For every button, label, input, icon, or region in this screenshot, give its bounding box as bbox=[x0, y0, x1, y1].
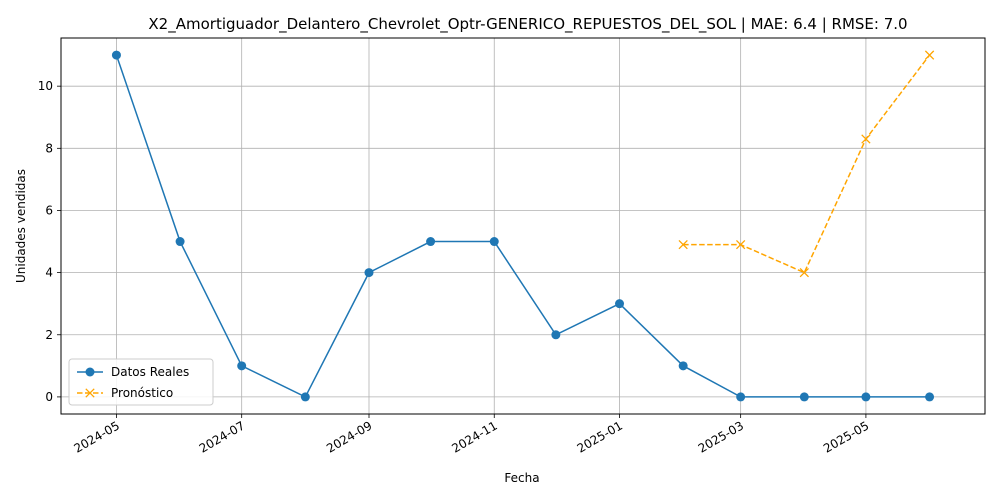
legend: Datos Reales Pronóstico bbox=[68, 358, 214, 406]
data-point bbox=[735, 239, 746, 250]
data-point bbox=[364, 268, 374, 278]
y-axis-title: Unidades vendidas bbox=[14, 169, 28, 283]
marker-stroke bbox=[799, 267, 809, 278]
data-point bbox=[551, 330, 561, 340]
data-point bbox=[175, 237, 185, 247]
legend-marker bbox=[85, 367, 95, 377]
grid bbox=[61, 38, 985, 414]
y-tick-label: 4 bbox=[45, 266, 53, 280]
plot-frame bbox=[60, 37, 986, 415]
series-pron-stico bbox=[678, 50, 935, 278]
data-point bbox=[426, 237, 436, 247]
legend-entry: Datos Reales bbox=[77, 365, 189, 379]
x-axis-title: Fecha bbox=[504, 471, 539, 485]
marker-stroke bbox=[861, 134, 871, 144]
data-point bbox=[799, 267, 809, 278]
data-point bbox=[861, 134, 871, 144]
marker-stroke bbox=[924, 50, 935, 60]
marker-stroke bbox=[735, 239, 746, 250]
y-tick-label: 10 bbox=[38, 79, 53, 93]
legend-label: Pronóstico bbox=[111, 386, 173, 400]
y-tick-label: 2 bbox=[45, 328, 53, 342]
marker-stroke bbox=[678, 239, 688, 250]
data-point bbox=[924, 50, 935, 60]
data-point bbox=[489, 237, 499, 247]
series-datos-reales bbox=[111, 50, 935, 402]
data-point bbox=[678, 239, 688, 250]
data-point bbox=[925, 392, 935, 402]
chart-title: X2_Amortiguador_Delantero_Chevrolet_Optr… bbox=[148, 15, 907, 34]
data-point bbox=[799, 392, 809, 402]
y-tick-label: 6 bbox=[45, 203, 53, 217]
series-line-pron-stico bbox=[683, 54, 931, 274]
legend-entry: Pronóstico bbox=[77, 386, 173, 400]
y-tick-label: 8 bbox=[45, 141, 53, 155]
legend-marker bbox=[85, 388, 95, 398]
data-point bbox=[111, 50, 121, 60]
marker-stroke bbox=[85, 388, 95, 398]
data-point bbox=[237, 361, 247, 371]
data-point bbox=[736, 392, 746, 402]
series-line-datos-reales bbox=[115, 54, 930, 398]
data-point bbox=[678, 361, 688, 371]
data-point bbox=[300, 392, 310, 402]
series-layer bbox=[111, 50, 935, 402]
y-tick-label: 0 bbox=[45, 390, 53, 404]
data-point bbox=[615, 299, 625, 309]
legend-box bbox=[68, 358, 214, 406]
legend-label: Datos Reales bbox=[111, 365, 189, 379]
data-point bbox=[861, 392, 871, 402]
